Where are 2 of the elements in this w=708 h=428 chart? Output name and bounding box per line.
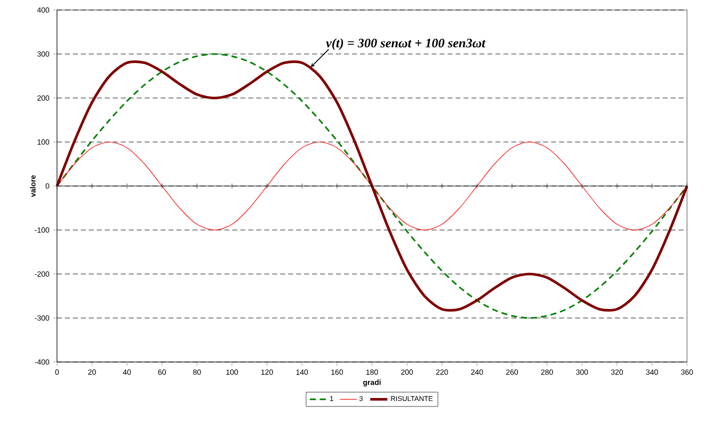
annotation: v(t) = 300 senωt + 100 sen3ωt: [326, 38, 486, 50]
line-series: [56, 142, 688, 230]
